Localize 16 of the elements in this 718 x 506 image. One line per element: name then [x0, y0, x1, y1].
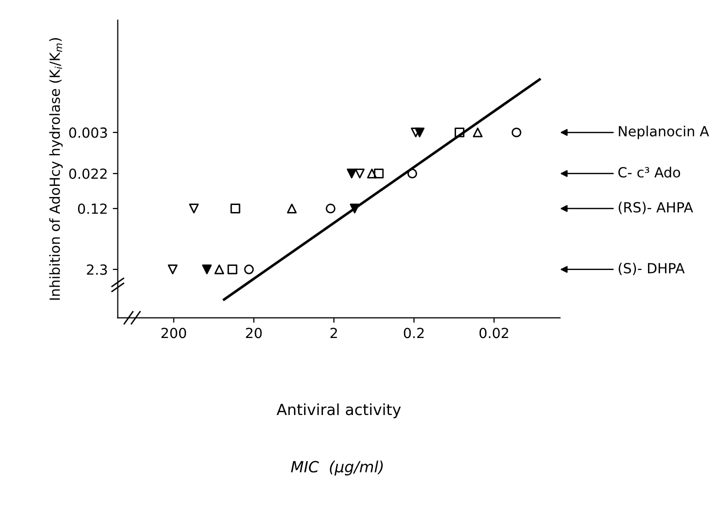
y-tick-label: 0.12: [78, 203, 107, 214]
text: (S)- DHPA: [618, 262, 685, 276]
text: (RS)- AHPA: [618, 202, 694, 214]
x-tick-label: 2: [330, 328, 337, 338]
x-tick-label: 0.2: [404, 328, 424, 338]
x-tick-label: 20: [246, 328, 262, 338]
x-axis-title: Antiviral activity: [276, 403, 401, 418]
y-tick-label: 0.022: [69, 168, 107, 180]
y-axis-title: Inhibition of AdoHcy hydrolase (K$_{i}$/K$_{m}$): [49, 38, 63, 300]
y-tick-label: 0.003: [69, 127, 107, 138]
y-tick-label: 2.3: [86, 264, 107, 275]
x-tick-label: 0.02: [480, 328, 508, 338]
text: C- c³ Ado: [618, 166, 680, 178]
text: Neplanocin A: [618, 126, 710, 140]
text: MIC (μg/ml): [291, 460, 383, 476]
x-tick-label: 200: [161, 328, 186, 338]
